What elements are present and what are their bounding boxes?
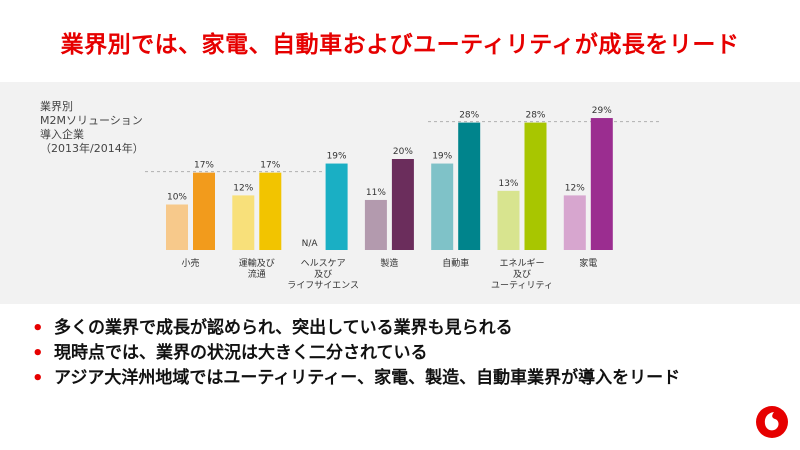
- category-label: 運輸及び: [239, 257, 275, 269]
- category-label: ヘルスケア: [301, 258, 346, 269]
- data-label: 19%: [432, 152, 452, 162]
- data-label: 29%: [592, 106, 612, 116]
- category-label: 家電: [579, 257, 597, 269]
- category-label: 及び: [513, 269, 531, 280]
- data-label: 17%: [260, 161, 280, 171]
- data-label: 12%: [233, 183, 253, 193]
- slide-title: 業界別では、家電、自動車およびユーティリティが成長をリード: [60, 32, 740, 58]
- bar: [166, 204, 188, 250]
- bullet-dot-icon: •: [32, 368, 44, 389]
- bullet-text: 現時点では、業界の状況は大きく二分されている: [54, 343, 428, 363]
- vodafone-logo-icon: [756, 406, 788, 438]
- chart-title-line: （2013年/2014年）: [40, 142, 144, 155]
- bullet-text: アジア大洋州地域ではユーティリティー、家電、製造、自動車業界が導入をリード: [54, 368, 681, 388]
- category-label: ライフサイエンス: [287, 280, 359, 291]
- chart-title-line: 導入企業: [40, 128, 84, 141]
- bar: [524, 122, 547, 250]
- bar: [563, 195, 586, 250]
- bar: [458, 122, 481, 250]
- category-label: エネルギー: [499, 258, 544, 269]
- bar: [431, 163, 454, 250]
- data-label: 28%: [525, 111, 545, 121]
- category-label: 及び: [314, 269, 332, 280]
- bar: [364, 199, 387, 250]
- chart-title-line: 業界別: [40, 100, 73, 113]
- bullet-dot-icon: •: [32, 318, 44, 339]
- category-label: ユーティリティ: [491, 280, 553, 291]
- data-label: 13%: [498, 179, 518, 189]
- bar: [590, 118, 613, 250]
- data-label: N/A: [302, 239, 319, 249]
- bullet-dot-icon: •: [32, 343, 44, 364]
- data-label: 20%: [393, 147, 413, 157]
- category-label: 自動車: [442, 257, 469, 269]
- data-label: 11%: [366, 188, 386, 198]
- bullet-list: • 多くの業界で成長が認められ、突出している業界も見られる • 現時点では、業界の状…: [30, 318, 770, 393]
- bullet-item: • 多くの業界で成長が認められ、突出している業界も見られる: [30, 318, 770, 339]
- bullet-item: • アジア大洋州地域ではユーティリティー、家電、製造、自動車業界が導入をリード: [30, 368, 770, 389]
- bullet-text: 多くの業界で成長が認められ、突出している業界も見られる: [54, 318, 513, 338]
- data-label: 19%: [327, 152, 347, 162]
- chart-title-line: M2Mソリューション: [40, 114, 143, 127]
- bar: [259, 172, 282, 250]
- bar: [391, 159, 414, 250]
- bar-chart: 10%17%小売12%17%運輸及び流通N/A19%ヘルスケア及びライフサイエン…: [145, 106, 660, 291]
- data-label: 10%: [167, 193, 187, 203]
- bar: [325, 163, 348, 250]
- bar: [497, 190, 520, 250]
- chart-title: 業界別 M2Mソリューション 導入企業 （2013年/2014年）: [40, 100, 144, 156]
- category-label: 製造: [380, 257, 398, 269]
- bar: [193, 172, 215, 250]
- bar: [232, 195, 255, 250]
- data-label: 28%: [459, 111, 479, 121]
- data-label: 12%: [565, 183, 585, 193]
- data-label: 17%: [194, 161, 214, 171]
- bullet-item: • 現時点では、業界の状況は大きく二分されている: [30, 343, 770, 364]
- category-label: 小売: [181, 257, 199, 269]
- category-label: 流通: [248, 268, 266, 280]
